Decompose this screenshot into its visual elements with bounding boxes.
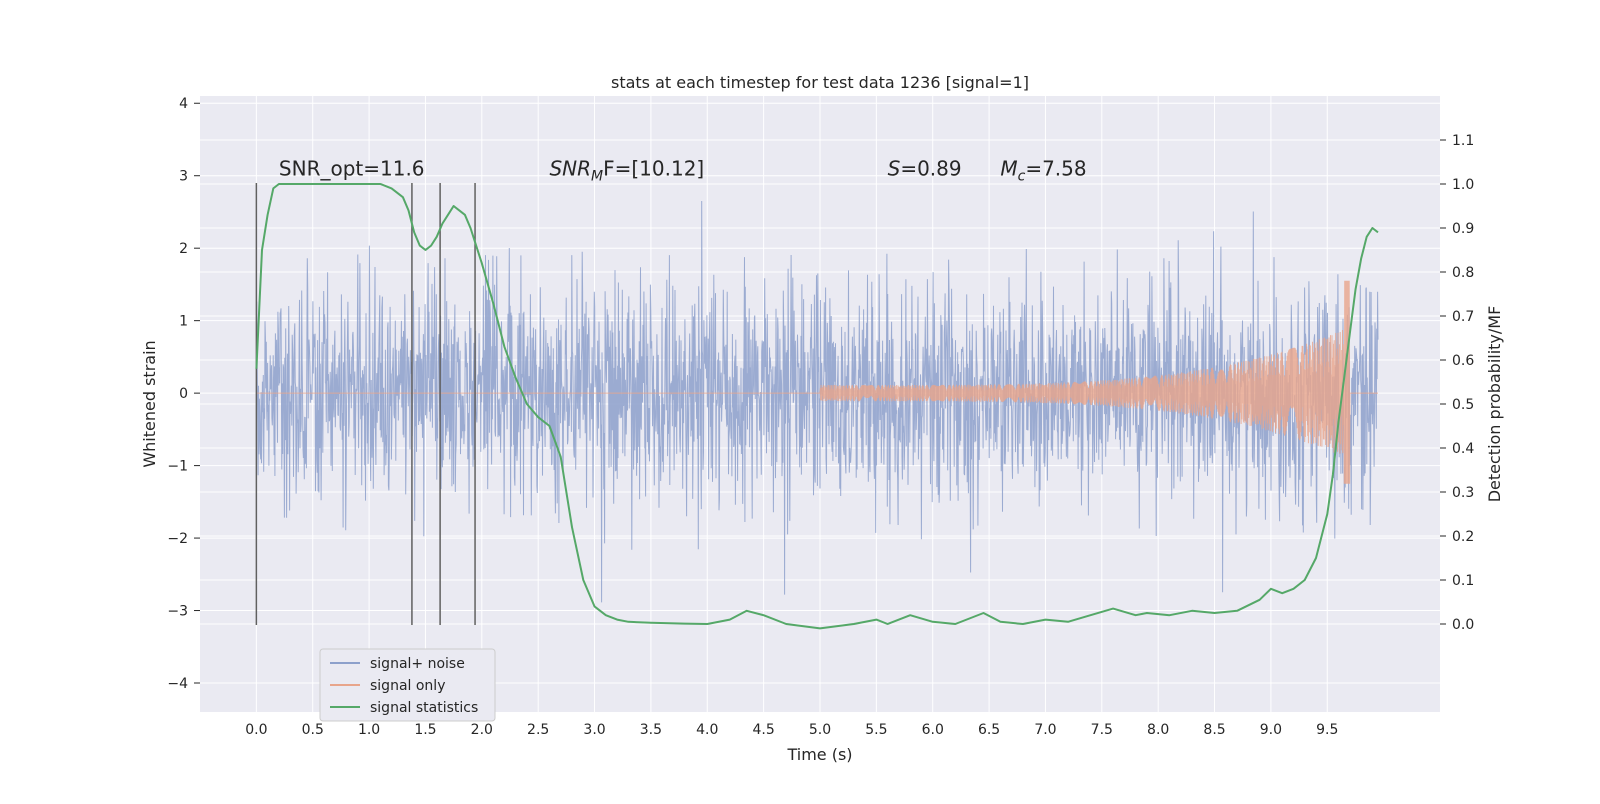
y2-tick-label: 1.1 <box>1452 133 1474 149</box>
legend-box <box>319 648 496 722</box>
x-tick-label: 6.0 <box>922 722 944 738</box>
annotation-2: S=0.89 <box>888 157 962 181</box>
x-tick-label: 3.0 <box>583 722 605 738</box>
annotations: SNR_opt=11.6 SNRMF=[10.12] S=0.89 Mc=7.58 <box>279 157 1087 185</box>
x-tick-label: 5.0 <box>809 722 831 738</box>
x-tick-label: 0.0 <box>245 722 267 738</box>
x-tick-label: 6.5 <box>978 722 1000 738</box>
y-tick-label: −1 <box>167 459 188 475</box>
y-tick-label: 2 <box>179 241 188 257</box>
x-tick-label: 9.0 <box>1260 722 1282 738</box>
annotation-text: =7.58 <box>1025 157 1086 181</box>
y2-axis-label: Detection probability/MF <box>1485 306 1504 503</box>
y-tick-label: −4 <box>167 676 188 692</box>
y2-tick-label: 0.2 <box>1452 529 1474 545</box>
y2-tick-label: 1.0 <box>1452 177 1474 193</box>
x-tick-label: 4.0 <box>696 722 718 738</box>
y2-tick-label: 0.3 <box>1452 485 1474 501</box>
y2-tick-label: 0.1 <box>1452 573 1474 589</box>
y2-tick-label: 0.0 <box>1452 617 1474 633</box>
y-axis-label: Whitened strain <box>140 340 159 467</box>
annotation-text: =0.89 <box>900 157 961 181</box>
annotation-subscript: M <box>591 169 603 185</box>
y2-tick-label: 0.6 <box>1452 353 1474 369</box>
y-tick-label: −2 <box>167 531 188 547</box>
annotation-subscript: c <box>1018 169 1026 185</box>
legend: signal+ noise signal only signal statist… <box>319 648 496 722</box>
tick-labels: 0.0 0.5 1.0 1.5 2.0 2.5 3.0 3.5 4.0 4.5 5.0 5.5 6.0 6… <box>167 96 1474 738</box>
x-tick-label: 8.5 <box>1203 722 1225 738</box>
legend-label-noise: signal+ noise <box>370 656 465 672</box>
annotation-1: SNRMF=[10.12] <box>549 157 704 185</box>
y-tick-label: 1 <box>179 314 188 330</box>
annotation-text: SNR_opt=11.6 <box>279 157 425 181</box>
x-tick-label: 2.0 <box>471 722 493 738</box>
x-tick-label: 1.0 <box>358 722 380 738</box>
signal-only-series <box>256 280 1378 484</box>
noise-trace <box>255 200 1379 603</box>
signal-trace <box>256 280 1378 484</box>
y2-tick-label: 0.9 <box>1452 221 1474 237</box>
y-tick-label: 0 <box>179 386 188 402</box>
legend-label-signal: signal only <box>370 678 445 694</box>
annotation-text: F=[10.12] <box>603 157 704 181</box>
y2-tick-label: 0.8 <box>1452 265 1474 281</box>
legend-label-statistics: signal statistics <box>370 700 478 716</box>
vertical-markers <box>255 182 476 626</box>
x-tick-label: 1.5 <box>414 722 436 738</box>
y-tick-label: 4 <box>179 96 188 112</box>
x-tick-label: 4.5 <box>753 722 775 738</box>
statistics-line <box>255 183 1379 630</box>
x-axis-label: Time (s) <box>786 745 852 764</box>
annotation-3: Mc=7.58 <box>1000 157 1086 185</box>
x-tick-label: 3.5 <box>640 722 662 738</box>
signal-statistics-series <box>255 183 1379 630</box>
x-tick-label: 2.5 <box>527 722 549 738</box>
annotation-text: S <box>888 157 901 181</box>
y2-tick-label: 0.7 <box>1452 309 1474 325</box>
y-tick-label: 3 <box>179 169 188 185</box>
annotation-0: SNR_opt=11.6 <box>279 157 425 181</box>
x-tick-label: 7.0 <box>1034 722 1056 738</box>
x-tick-label: 9.5 <box>1316 722 1338 738</box>
x-tick-label: 0.5 <box>302 722 324 738</box>
x-tick-label: 5.5 <box>865 722 887 738</box>
y2-tick-label: 0.5 <box>1452 397 1474 413</box>
y-tick-label: −3 <box>167 604 188 620</box>
chart-title: stats at each timestep for test data 123… <box>611 73 1029 92</box>
x-tick-label: 7.5 <box>1091 722 1113 738</box>
signal-plus-noise-series <box>255 200 1379 603</box>
annotation-text: M <box>1000 157 1017 181</box>
annotation-text: SNR <box>549 157 591 181</box>
y2-tick-label: 0.4 <box>1452 441 1474 457</box>
x-tick-label: 8.0 <box>1147 722 1169 738</box>
